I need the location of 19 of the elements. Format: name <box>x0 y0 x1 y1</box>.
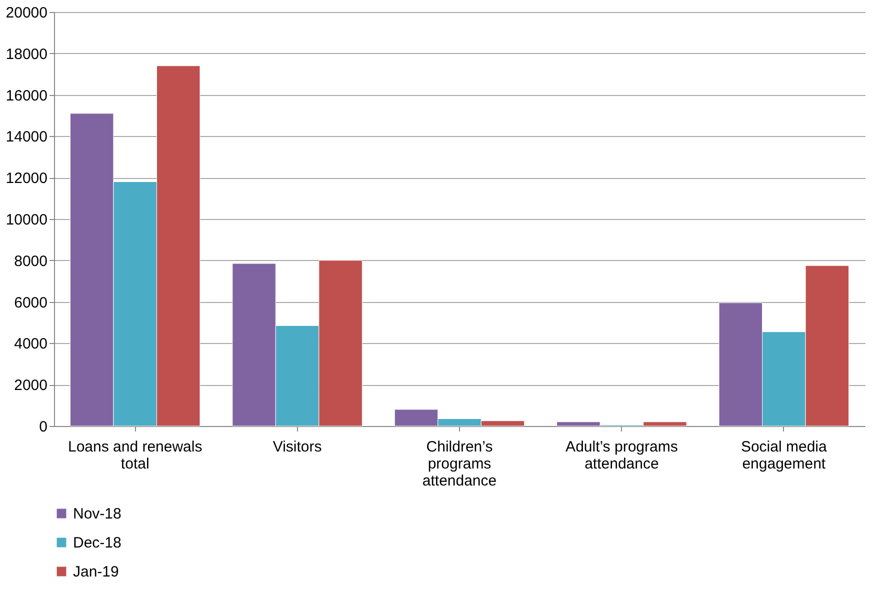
x-tick-label: Loans and renewals total <box>68 438 202 472</box>
x-tick-label: Social media engagement <box>740 438 828 472</box>
x-tick-label: Children’s programs attendance <box>422 438 497 490</box>
y-tick-label: 16000 <box>6 87 48 104</box>
y-tick-label: 0 <box>39 418 48 436</box>
y-tick-label: 4000 <box>14 336 48 353</box>
legend-label: Jan-19 <box>73 564 119 580</box>
legend-label: Dec-18 <box>73 534 122 552</box>
y-tick-label: 2000 <box>14 377 48 394</box>
y-tick-label: 20000 <box>6 4 48 22</box>
x-tick-label: Adult’s programs attendance <box>566 438 678 472</box>
y-tick-label: 12000 <box>6 170 48 188</box>
y-tick-label: 14000 <box>6 128 48 146</box>
y-tick-label: 18000 <box>6 46 48 63</box>
y-tick-label: 8000 <box>14 252 48 270</box>
x-tick-label: Visitors <box>272 438 322 456</box>
y-tick-label: 10000 <box>6 212 48 228</box>
y-tick-label: 6000 <box>14 294 48 312</box>
legend-label: Nov-18 <box>73 506 122 522</box>
